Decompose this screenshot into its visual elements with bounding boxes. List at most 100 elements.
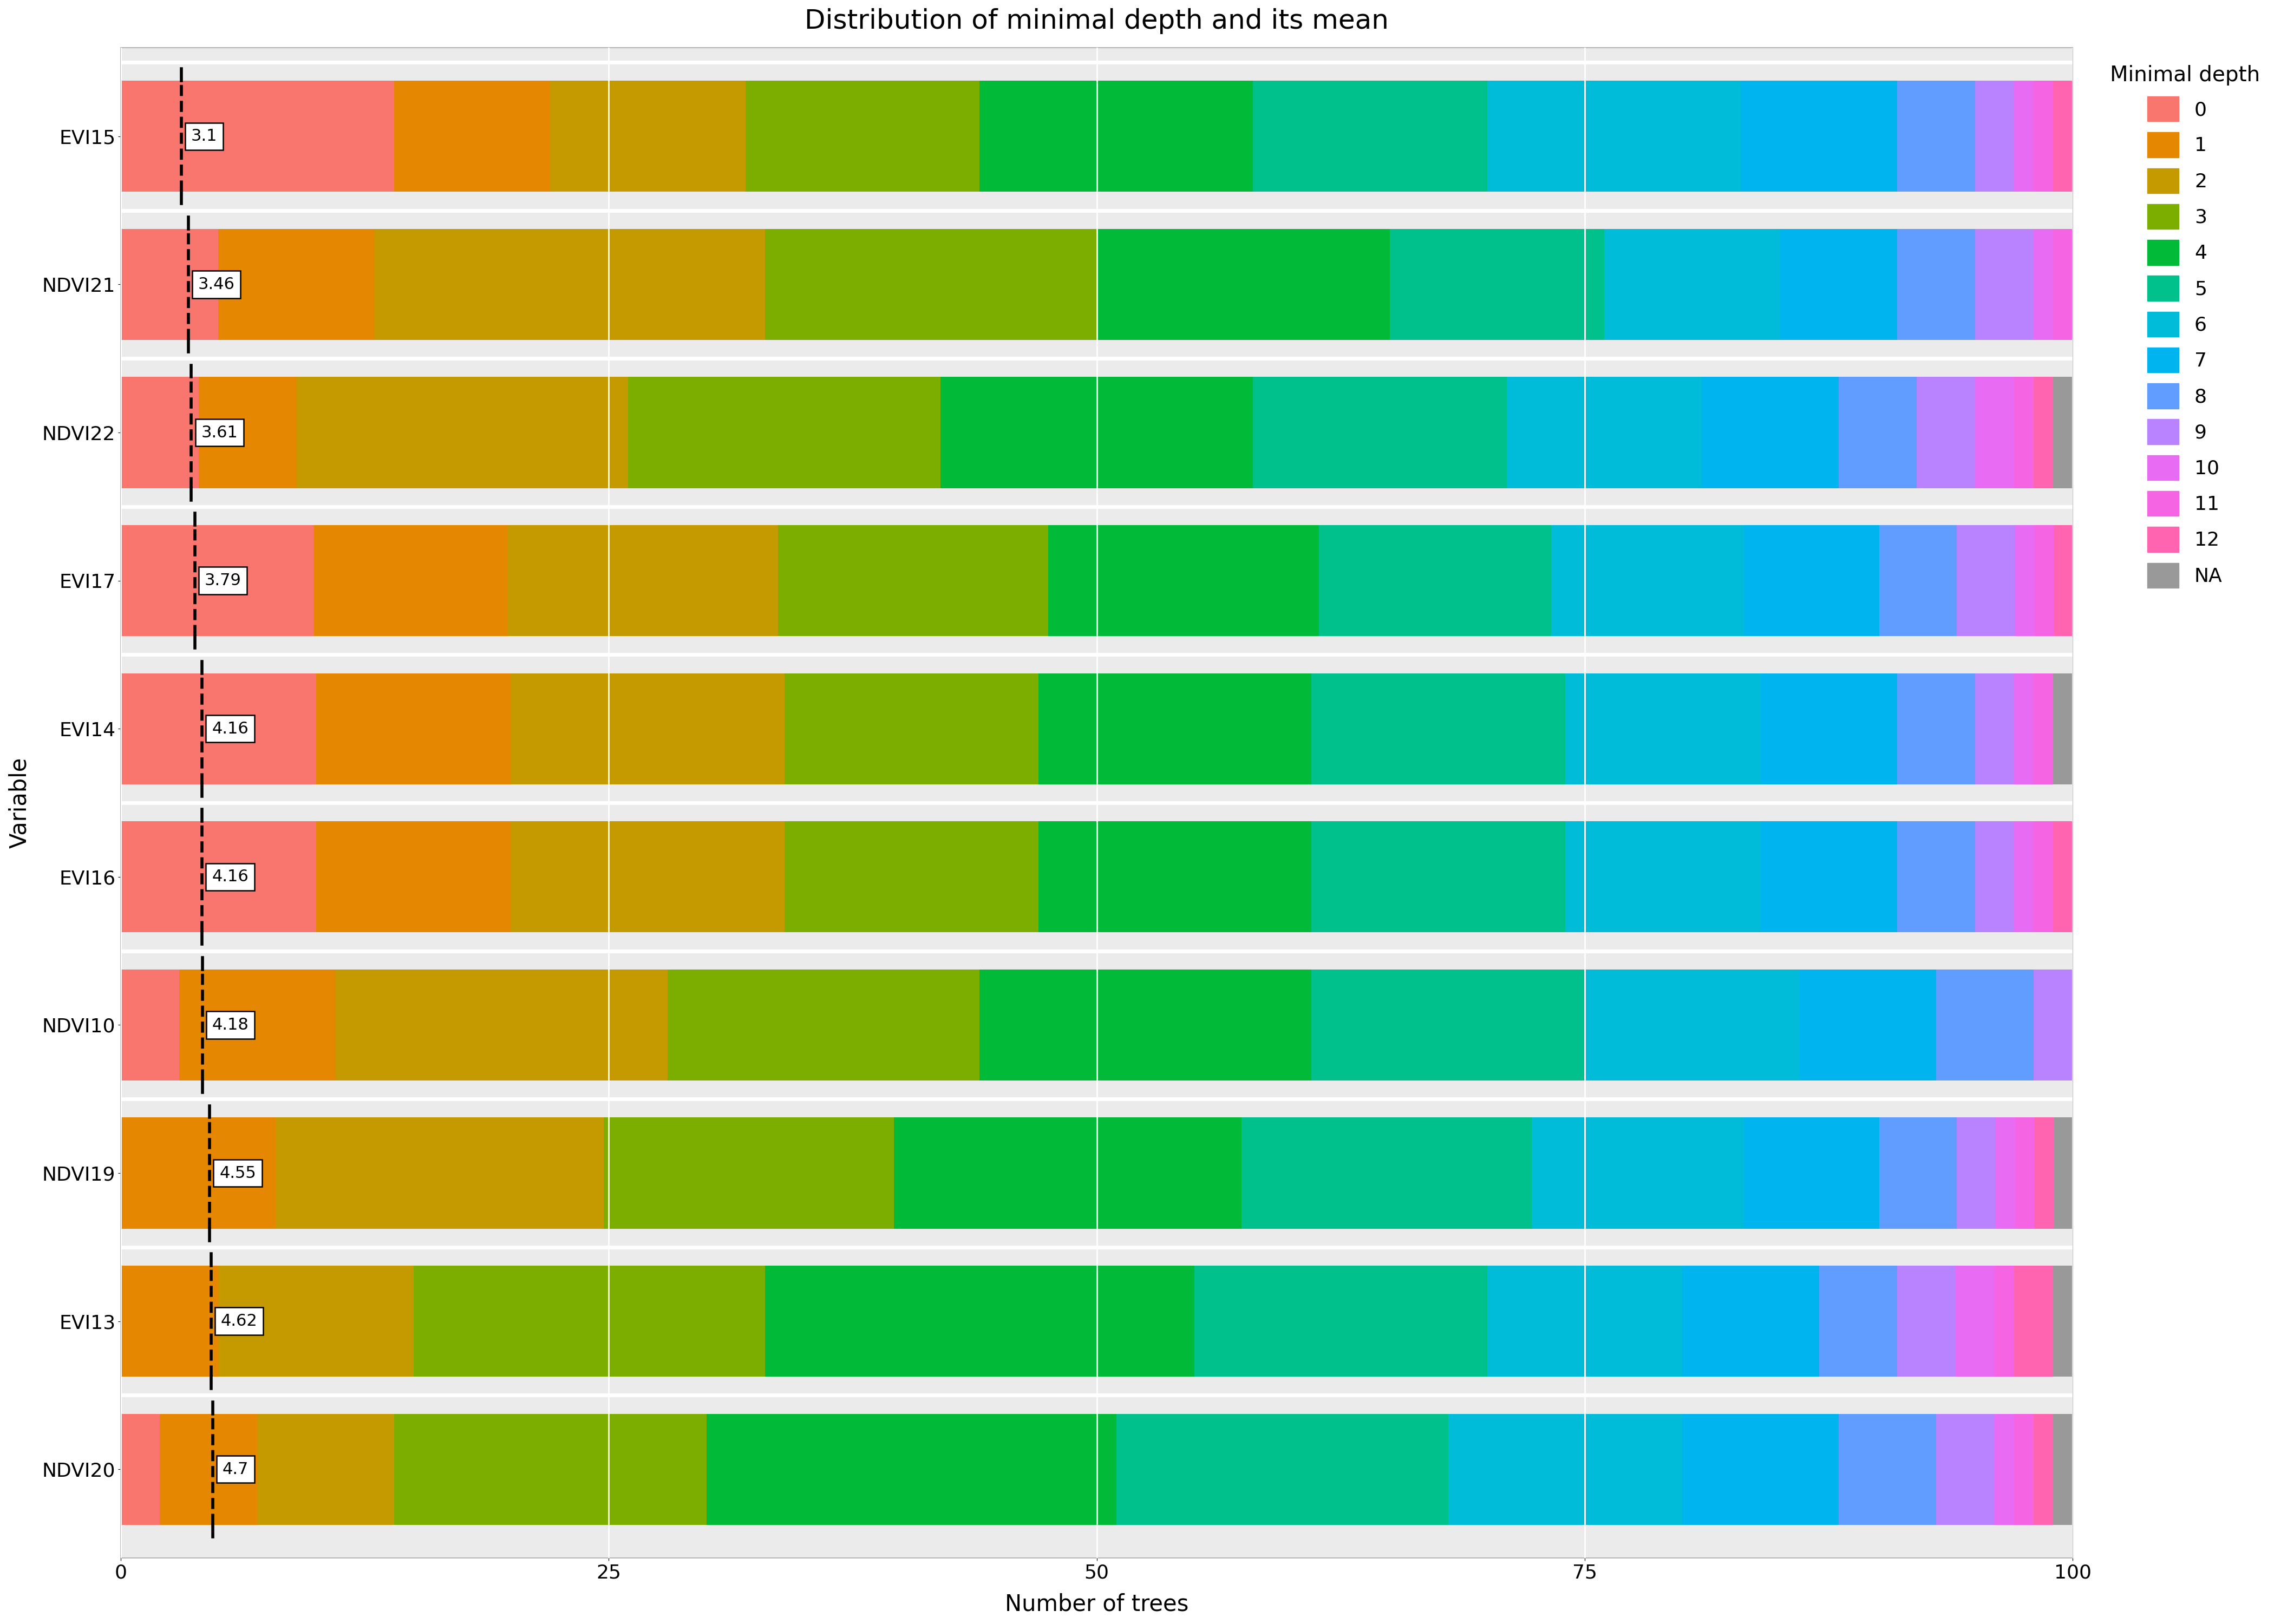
Bar (1897, 229, 1976, 339)
Bar (507, 525, 778, 637)
Bar (375, 229, 764, 339)
Bar (393, 1415, 707, 1525)
Bar (2033, 81, 2053, 192)
Bar (1760, 822, 1897, 932)
Bar (785, 674, 1039, 784)
Bar (121, 822, 316, 932)
Bar (1565, 674, 1760, 784)
Bar (1096, 229, 1389, 339)
Bar (2053, 81, 2074, 192)
Bar (1881, 1117, 1958, 1229)
Bar (121, 81, 393, 192)
Bar (1935, 1415, 1994, 1525)
Bar (1449, 1415, 1683, 1525)
Bar (1389, 229, 1605, 339)
Bar (2053, 1117, 2074, 1229)
Bar (1039, 822, 1312, 932)
Bar (316, 674, 512, 784)
Text: 4.7: 4.7 (223, 1462, 248, 1478)
Bar (414, 1265, 764, 1377)
Bar (1253, 377, 1508, 489)
Bar (1935, 970, 2033, 1080)
Bar (121, 1265, 218, 1377)
Bar (1194, 1265, 1487, 1377)
Bar (393, 81, 550, 192)
Bar (121, 970, 180, 1080)
Bar (2033, 377, 2053, 489)
Bar (778, 525, 1048, 637)
Bar (2015, 81, 2033, 192)
Bar (1840, 1415, 1935, 1525)
Bar (894, 1117, 1242, 1229)
Bar (2015, 822, 2033, 932)
Bar (2053, 1415, 2074, 1525)
Bar (1312, 970, 1585, 1080)
Bar (1958, 1117, 1997, 1229)
Bar (316, 822, 512, 932)
Bar (121, 377, 198, 489)
Bar (2015, 1415, 2033, 1525)
Bar (121, 1117, 275, 1229)
Bar (2035, 525, 2053, 637)
Bar (159, 1415, 257, 1525)
Bar (1487, 1265, 1683, 1377)
Bar (2015, 377, 2033, 489)
Bar (628, 377, 941, 489)
Bar (314, 525, 507, 637)
Bar (1048, 525, 1319, 637)
Bar (1917, 377, 1976, 489)
Bar (1840, 377, 1917, 489)
Bar (257, 1415, 393, 1525)
Text: 3.79: 3.79 (205, 573, 241, 588)
Bar (1565, 822, 1760, 932)
Bar (666, 970, 980, 1080)
Bar (121, 674, 316, 784)
Bar (198, 377, 296, 489)
Bar (1551, 525, 1744, 637)
Bar (1253, 81, 1487, 192)
Text: 3.46: 3.46 (198, 276, 234, 292)
Bar (1994, 1415, 2015, 1525)
Bar (1976, 81, 2015, 192)
Bar (1683, 1265, 1819, 1377)
Bar (980, 970, 1312, 1080)
Bar (1819, 1265, 1897, 1377)
Bar (275, 1117, 605, 1229)
Bar (337, 970, 666, 1080)
Title: Distribution of minimal depth and its mean: Distribution of minimal depth and its me… (805, 8, 1389, 34)
Bar (1958, 525, 2015, 637)
Bar (1242, 1117, 1533, 1229)
Bar (512, 674, 785, 784)
Bar (764, 229, 1096, 339)
Bar (2033, 229, 2053, 339)
Bar (2033, 674, 2053, 784)
Bar (1508, 377, 1701, 489)
Text: 3.61: 3.61 (200, 425, 239, 440)
Bar (1742, 81, 1897, 192)
Bar (1605, 229, 1781, 339)
Bar (1897, 81, 1976, 192)
Bar (746, 81, 980, 192)
Bar (605, 1117, 894, 1229)
Bar (1976, 674, 2015, 784)
Bar (218, 229, 375, 339)
Bar (1897, 674, 1976, 784)
Bar (1117, 1415, 1449, 1525)
Bar (2035, 1117, 2053, 1229)
Bar (1760, 674, 1897, 784)
Bar (121, 525, 314, 637)
Legend: 0, 1, 2, 3, 4, 5, 6, 7, 8, 9, 10, 11, 12, NA: 0, 1, 2, 3, 4, 5, 6, 7, 8, 9, 10, 11, 12… (2101, 57, 2267, 596)
Bar (1319, 525, 1551, 637)
Text: 4.18: 4.18 (211, 1017, 248, 1033)
Bar (121, 229, 218, 339)
Bar (1312, 822, 1565, 932)
Bar (2053, 229, 2074, 339)
Bar (1781, 229, 1897, 339)
Bar (1956, 1265, 1994, 1377)
Bar (1701, 377, 1840, 489)
Bar (180, 970, 337, 1080)
Bar (1897, 1265, 1956, 1377)
Bar (2015, 525, 2035, 637)
Bar (1744, 525, 1881, 637)
Bar (941, 377, 1253, 489)
